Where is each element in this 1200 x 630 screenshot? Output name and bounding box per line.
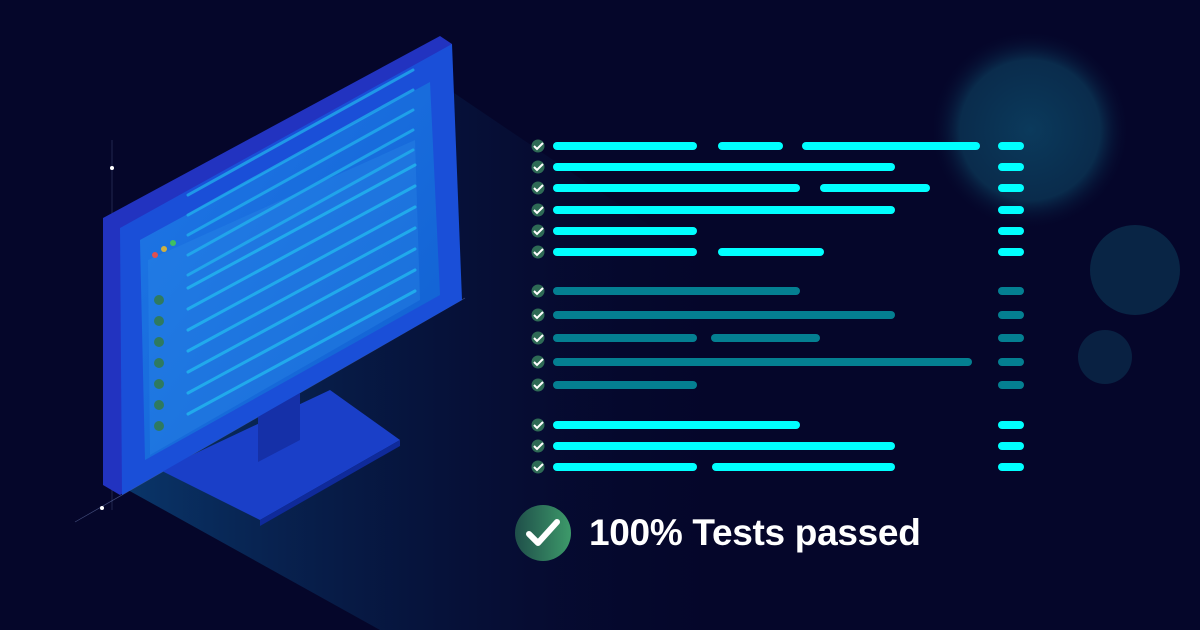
tests-passed-headline: 100% Tests passed xyxy=(515,505,921,561)
screen-check-icon xyxy=(154,421,164,431)
result-bar xyxy=(553,311,895,319)
result-status-bar xyxy=(998,184,1024,192)
test-result-row xyxy=(531,439,1024,453)
glow-orb-small xyxy=(1078,330,1132,384)
test-result-row xyxy=(531,331,1024,345)
result-bar xyxy=(553,248,697,256)
result-status-bar xyxy=(998,334,1024,342)
result-bar xyxy=(553,358,972,366)
result-status-bar xyxy=(998,442,1024,450)
screen-check-icon xyxy=(154,358,164,368)
screen-check-icon xyxy=(154,295,164,305)
result-bar xyxy=(553,442,895,450)
check-icon xyxy=(531,245,545,259)
result-bar xyxy=(553,163,895,171)
screen-code-line xyxy=(186,268,417,395)
test-result-row xyxy=(531,418,1024,432)
window-dot-red xyxy=(152,252,158,258)
check-icon xyxy=(531,139,545,153)
test-result-row xyxy=(531,160,1024,174)
result-bar xyxy=(718,142,783,150)
test-result-row xyxy=(531,308,1024,322)
result-status-bar xyxy=(998,248,1024,256)
result-status-bar xyxy=(998,227,1024,235)
check-circle-icon xyxy=(515,505,571,561)
result-status-bar xyxy=(998,381,1024,389)
check-icon xyxy=(531,378,545,392)
sparkle xyxy=(110,166,114,170)
sparkle xyxy=(100,506,104,510)
check-icon xyxy=(531,203,545,217)
result-status-bar xyxy=(998,421,1024,429)
window-dot-yellow xyxy=(161,246,167,252)
test-result-row xyxy=(531,139,1024,153)
screen-code-line xyxy=(186,226,417,353)
screen-check-icon xyxy=(154,379,164,389)
result-status-bar xyxy=(998,163,1024,171)
screen-check-icon xyxy=(154,316,164,326)
screen-code-line xyxy=(186,88,415,217)
result-bar xyxy=(553,206,895,214)
result-bar xyxy=(820,184,930,192)
check-icon xyxy=(531,160,545,174)
result-bar xyxy=(553,184,800,192)
test-result-row xyxy=(531,245,1024,259)
result-status-bar xyxy=(998,311,1024,319)
result-bar xyxy=(553,227,697,235)
result-bar xyxy=(711,334,820,342)
screen-code-line xyxy=(186,184,417,311)
monitor xyxy=(103,36,462,495)
window-dot-green xyxy=(170,240,176,246)
check-icon xyxy=(531,460,545,474)
screen-code-line xyxy=(186,205,417,332)
check-icon xyxy=(531,355,545,369)
screen-code-line xyxy=(186,247,417,374)
result-bar xyxy=(553,334,697,342)
result-bar xyxy=(553,287,800,295)
test-result-row xyxy=(531,355,1024,369)
result-bar xyxy=(553,421,800,429)
headline-text: 100% Tests passed xyxy=(589,512,921,553)
screen-check-icon xyxy=(154,337,164,347)
result-bar xyxy=(718,248,824,256)
result-bar xyxy=(712,463,895,471)
check-icon xyxy=(531,331,545,345)
result-status-bar xyxy=(998,142,1024,150)
check-icon xyxy=(531,284,545,298)
glow-orb-medium xyxy=(1090,225,1180,315)
result-status-bar xyxy=(998,463,1024,471)
check-icon xyxy=(531,181,545,195)
result-status-bar xyxy=(998,206,1024,214)
result-bar xyxy=(802,142,980,150)
check-icon xyxy=(531,224,545,238)
test-result-row xyxy=(531,460,1024,474)
screen-code-line xyxy=(186,108,415,237)
screen-code-line xyxy=(186,128,415,257)
screen-check-icon xyxy=(154,400,164,410)
check-icon xyxy=(531,308,545,322)
result-status-bar xyxy=(998,287,1024,295)
result-bar xyxy=(553,463,697,471)
check-icon xyxy=(531,439,545,453)
test-result-row xyxy=(531,284,1024,298)
screen-code-line xyxy=(186,163,417,290)
check-icon xyxy=(531,418,545,432)
test-result-row xyxy=(531,181,1024,195)
screen-code-line xyxy=(186,289,417,416)
screen-code-line xyxy=(186,148,415,277)
result-bar xyxy=(553,142,697,150)
glow-orb-large xyxy=(930,30,1130,230)
test-result-row xyxy=(531,203,1024,217)
screen-code-line xyxy=(186,68,415,197)
test-result-row xyxy=(531,224,1024,238)
result-bar xyxy=(553,381,697,389)
result-status-bar xyxy=(998,358,1024,366)
test-result-row xyxy=(531,378,1024,392)
